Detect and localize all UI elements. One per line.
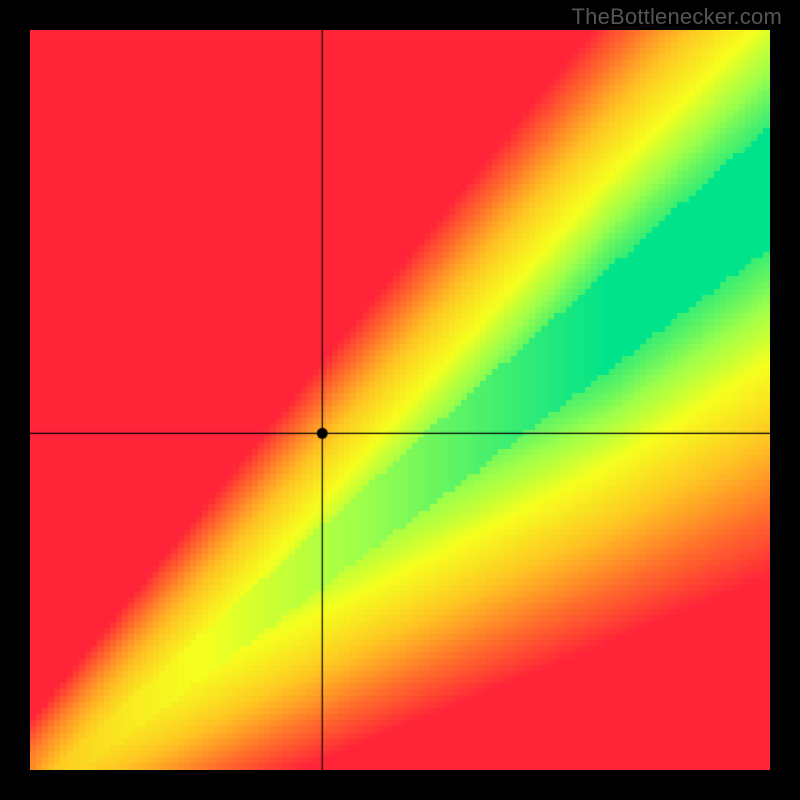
watermark-text: TheBottlenecker.com (572, 4, 782, 30)
plot-area (30, 30, 770, 770)
heatmap-canvas (30, 30, 770, 770)
chart-container: TheBottlenecker.com (0, 0, 800, 800)
